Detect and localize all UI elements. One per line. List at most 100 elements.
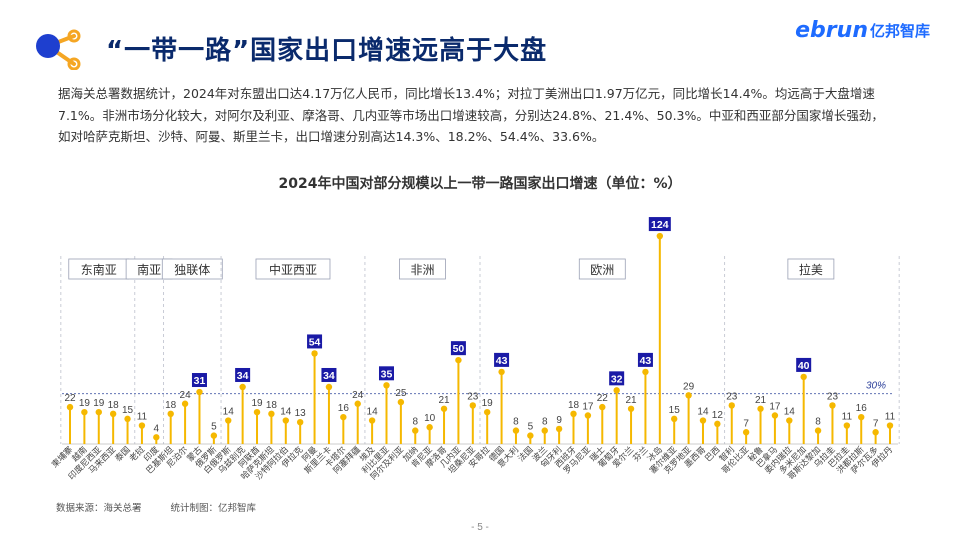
- lollipop-point: [325, 383, 333, 391]
- lollipop-point: [412, 427, 419, 434]
- lollipop-point: [340, 413, 347, 421]
- value-label: 16: [338, 403, 350, 414]
- value-label: 18: [108, 400, 120, 411]
- brand-logo: ebrun 亿邦智库: [795, 18, 930, 43]
- group-label-box: [255, 258, 331, 280]
- value-label-highlight-box: [191, 373, 207, 388]
- lollipop-point: [627, 405, 635, 412]
- value-label: 23: [467, 391, 479, 402]
- value-label: 16: [856, 403, 868, 414]
- group-label-box: [787, 258, 835, 280]
- group-label: 非洲: [410, 263, 434, 277]
- value-label: 35: [381, 368, 393, 380]
- value-label: 25: [395, 388, 407, 399]
- value-label: 14: [697, 407, 709, 418]
- value-label: 15: [669, 405, 681, 416]
- lollipop-point: [685, 392, 692, 399]
- lollipop-point: [843, 422, 851, 429]
- value-label: 7: [743, 418, 749, 429]
- value-label: 14: [367, 407, 379, 418]
- lollipop-point: [181, 400, 189, 407]
- data-source: 数据来源：海关总署: [56, 503, 142, 514]
- value-label: 24: [352, 390, 364, 401]
- lollipop-point: [153, 434, 160, 441]
- value-label: 31: [194, 375, 206, 387]
- lollipop-point: [771, 412, 779, 419]
- page-number: - 5 -: [471, 522, 489, 533]
- value-label: 22: [64, 393, 76, 404]
- lollipop-point: [81, 408, 88, 416]
- lollipop-point: [124, 415, 131, 423]
- lollipop-point: [368, 417, 376, 424]
- value-label: 10: [424, 413, 436, 424]
- summary-paragraph: 据海关总署数据统计，2024年对东盟出口达4.17万亿人民币，同比增长13.4%…: [58, 86, 884, 144]
- footer: 数据来源：海关总署 统计制图：亿邦智库: [56, 500, 282, 514]
- lollipop-point: [512, 427, 520, 434]
- lollipop-point: [541, 427, 548, 434]
- value-label: 50: [453, 343, 465, 355]
- value-label: 124: [651, 219, 669, 231]
- lollipop-point: [671, 415, 678, 423]
- lollipop-point: [858, 413, 865, 421]
- lollipop-point: [167, 410, 174, 418]
- group-label: 中亚西亚: [269, 262, 317, 277]
- lollipop-point: [95, 408, 102, 416]
- value-label: 8: [412, 417, 418, 428]
- brand-name-en: ebrun: [795, 18, 868, 43]
- value-label: 11: [842, 412, 853, 423]
- lollipop-point: [253, 408, 261, 416]
- lollipop-point: [66, 403, 74, 411]
- value-label: 21: [625, 395, 637, 406]
- group-label-box: [399, 258, 446, 280]
- value-label: 43: [496, 355, 508, 367]
- value-label: 19: [93, 398, 105, 409]
- group-label: 南亚: [137, 262, 161, 277]
- value-label: 21: [755, 395, 767, 406]
- value-label: 4: [154, 423, 160, 434]
- value-label: 9: [556, 415, 562, 426]
- lollipop-point: [426, 424, 433, 431]
- group-label-box: [161, 258, 223, 280]
- lollipop-point: [239, 383, 246, 391]
- lollipop-point: [296, 419, 304, 426]
- lollipop-point: [800, 373, 807, 381]
- lollipop-point: [757, 405, 764, 412]
- value-label-highlight-box: [378, 366, 394, 381]
- lollipop-point: [527, 432, 534, 439]
- value-label: 18: [568, 400, 580, 411]
- value-label: 43: [640, 355, 652, 367]
- value-label: 34: [237, 370, 249, 382]
- value-label: 17: [582, 401, 594, 412]
- lollipop-point: [225, 417, 232, 424]
- value-label: 32: [611, 373, 623, 385]
- group-label: 欧洲: [590, 263, 614, 277]
- lollipop-point: [742, 429, 750, 436]
- value-label: 14: [280, 407, 292, 418]
- lollipop-point: [642, 368, 649, 376]
- lollipop-point: [714, 420, 721, 428]
- lollipop-point: [599, 403, 606, 411]
- lollipop-point: [699, 417, 707, 424]
- value-label: 14: [784, 407, 796, 418]
- value-label-highlight-box: [796, 357, 812, 372]
- lollipop-point: [469, 402, 477, 409]
- lollipop-point: [829, 402, 836, 409]
- value-label: 22: [597, 393, 609, 404]
- value-label-highlight-box: [235, 367, 251, 382]
- value-label: 7: [873, 418, 879, 429]
- logo-icon: [36, 29, 81, 70]
- lollipop-point: [210, 432, 218, 439]
- group-label: 东南亚: [81, 262, 117, 277]
- lollipop-point: [613, 387, 620, 394]
- lollipop-point: [786, 417, 793, 424]
- lollipop-point: [498, 368, 505, 376]
- value-label: 18: [165, 400, 177, 411]
- value-label: 19: [482, 398, 494, 409]
- value-label: 8: [513, 417, 519, 428]
- lollipop-point: [570, 410, 577, 418]
- group-label-box: [578, 258, 626, 280]
- lollipop-point: [555, 425, 563, 433]
- lollipop-point: [584, 412, 592, 419]
- lollipop-point: [728, 402, 735, 409]
- value-label: 14: [223, 407, 235, 418]
